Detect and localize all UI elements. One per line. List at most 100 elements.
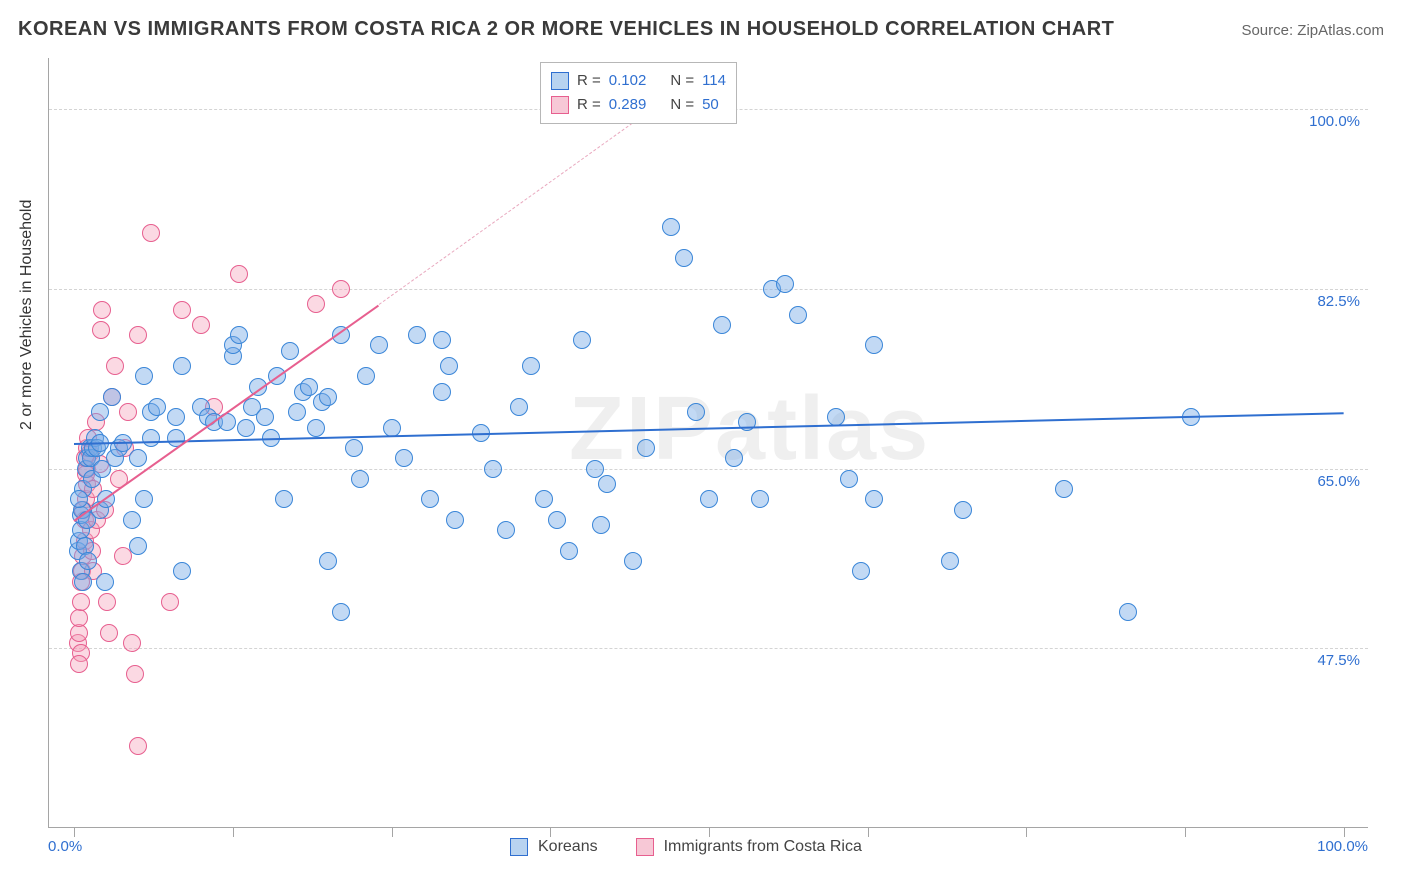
x-tick [1344, 827, 1345, 837]
r-label: R = [577, 93, 601, 117]
scatter-point-koreans [624, 552, 642, 570]
scatter-point-koreans [96, 573, 114, 591]
gridline [49, 289, 1368, 290]
scatter-point-koreans [865, 336, 883, 354]
scatter-point-koreans [1055, 480, 1073, 498]
scatter-point-costa_rica [173, 301, 191, 319]
scatter-point-koreans [675, 249, 693, 267]
scatter-point-costa_rica [126, 665, 144, 683]
scatter-point-costa_rica [129, 737, 147, 755]
stats-row-costarica: R = 0.289 N = 50 [551, 93, 726, 117]
gridline [49, 648, 1368, 649]
scatter-point-koreans [70, 490, 88, 508]
scatter-point-koreans [370, 336, 388, 354]
scatter-point-koreans [535, 490, 553, 508]
scatter-point-costa_rica [129, 326, 147, 344]
scatter-point-koreans [687, 403, 705, 421]
scatter-point-koreans [592, 516, 610, 534]
swatch-costarica [551, 96, 569, 114]
scatter-point-koreans [173, 562, 191, 580]
scatter-point-costa_rica [230, 265, 248, 283]
r-value-costarica: 0.289 [609, 93, 647, 117]
r-label: R = [577, 69, 601, 93]
scatter-point-koreans [941, 552, 959, 570]
scatter-point-costa_rica [92, 321, 110, 339]
scatter-point-koreans [751, 490, 769, 508]
scatter-point-koreans [281, 342, 299, 360]
legend-label-koreans: Koreans [538, 838, 598, 856]
x-axis-max-label: 100.0% [1317, 838, 1368, 855]
n-value-koreans: 114 [702, 69, 726, 93]
scatter-point-koreans [484, 460, 502, 478]
x-tick [709, 827, 710, 837]
x-tick [392, 827, 393, 837]
scatter-point-koreans [865, 490, 883, 508]
scatter-point-koreans [351, 470, 369, 488]
scatter-point-costa_rica [161, 593, 179, 611]
stats-legend: R = 0.102 N = 114 R = 0.289 N = 50 [540, 62, 737, 124]
scatter-point-koreans [167, 408, 185, 426]
scatter-point-koreans [586, 460, 604, 478]
y-tick-label: 100.0% [1309, 113, 1360, 130]
scatter-point-costa_rica [93, 301, 111, 319]
scatter-point-koreans [173, 357, 191, 375]
scatter-point-koreans [148, 398, 166, 416]
gridline [49, 469, 1368, 470]
scatter-point-koreans [433, 331, 451, 349]
source-label: Source: ZipAtlas.com [1241, 22, 1384, 39]
scatter-point-koreans [662, 218, 680, 236]
scatter-point-koreans [256, 408, 274, 426]
y-axis-label: 2 or more Vehicles in Household [18, 200, 36, 430]
scatter-point-koreans [123, 511, 141, 529]
scatter-point-koreans [433, 383, 451, 401]
scatter-point-costa_rica [142, 224, 160, 242]
scatter-point-costa_rica [72, 593, 90, 611]
scatter-point-koreans [129, 449, 147, 467]
scatter-point-koreans [573, 331, 591, 349]
scatter-point-costa_rica [123, 634, 141, 652]
scatter-point-koreans [522, 357, 540, 375]
legend-label-costarica: Immigrants from Costa Rica [664, 838, 862, 856]
n-value-costarica: 50 [702, 93, 719, 117]
scatter-point-costa_rica [332, 280, 350, 298]
scatter-point-koreans [395, 449, 413, 467]
scatter-point-costa_rica [70, 609, 88, 627]
scatter-point-koreans [598, 475, 616, 493]
scatter-point-costa_rica [70, 655, 88, 673]
scatter-point-koreans [1119, 603, 1137, 621]
scatter-point-costa_rica [192, 316, 210, 334]
scatter-point-costa_rica [70, 624, 88, 642]
scatter-point-koreans [300, 378, 318, 396]
scatter-point-koreans [79, 552, 97, 570]
scatter-point-koreans [319, 552, 337, 570]
y-tick-label: 47.5% [1317, 652, 1360, 669]
x-tick [868, 827, 869, 837]
scatter-point-koreans [275, 490, 293, 508]
x-tick [74, 827, 75, 837]
scatter-point-koreans [700, 490, 718, 508]
scatter-point-koreans [776, 275, 794, 293]
scatter-point-koreans [319, 388, 337, 406]
scatter-point-koreans [91, 403, 109, 421]
scatter-point-koreans [135, 367, 153, 385]
scatter-point-koreans [288, 403, 306, 421]
x-tick [233, 827, 234, 837]
scatter-point-costa_rica [119, 403, 137, 421]
stats-row-koreans: R = 0.102 N = 114 [551, 69, 726, 93]
scatter-point-koreans [383, 419, 401, 437]
scatter-point-koreans [713, 316, 731, 334]
scatter-point-koreans [357, 367, 375, 385]
scatter-point-costa_rica [98, 593, 116, 611]
scatter-point-koreans [332, 603, 350, 621]
scatter-point-koreans [497, 521, 515, 539]
scatter-point-koreans [840, 470, 858, 488]
scatter-point-koreans [74, 573, 92, 591]
scatter-point-koreans [408, 326, 426, 344]
swatch-koreans [551, 72, 569, 90]
scatter-point-koreans [789, 306, 807, 324]
scatter-point-koreans [307, 419, 325, 437]
scatter-point-koreans [103, 388, 121, 406]
plot-area: ZIPatlas 47.5%65.0%82.5%100.0% [48, 58, 1368, 828]
scatter-point-koreans [421, 490, 439, 508]
scatter-point-koreans [548, 511, 566, 529]
